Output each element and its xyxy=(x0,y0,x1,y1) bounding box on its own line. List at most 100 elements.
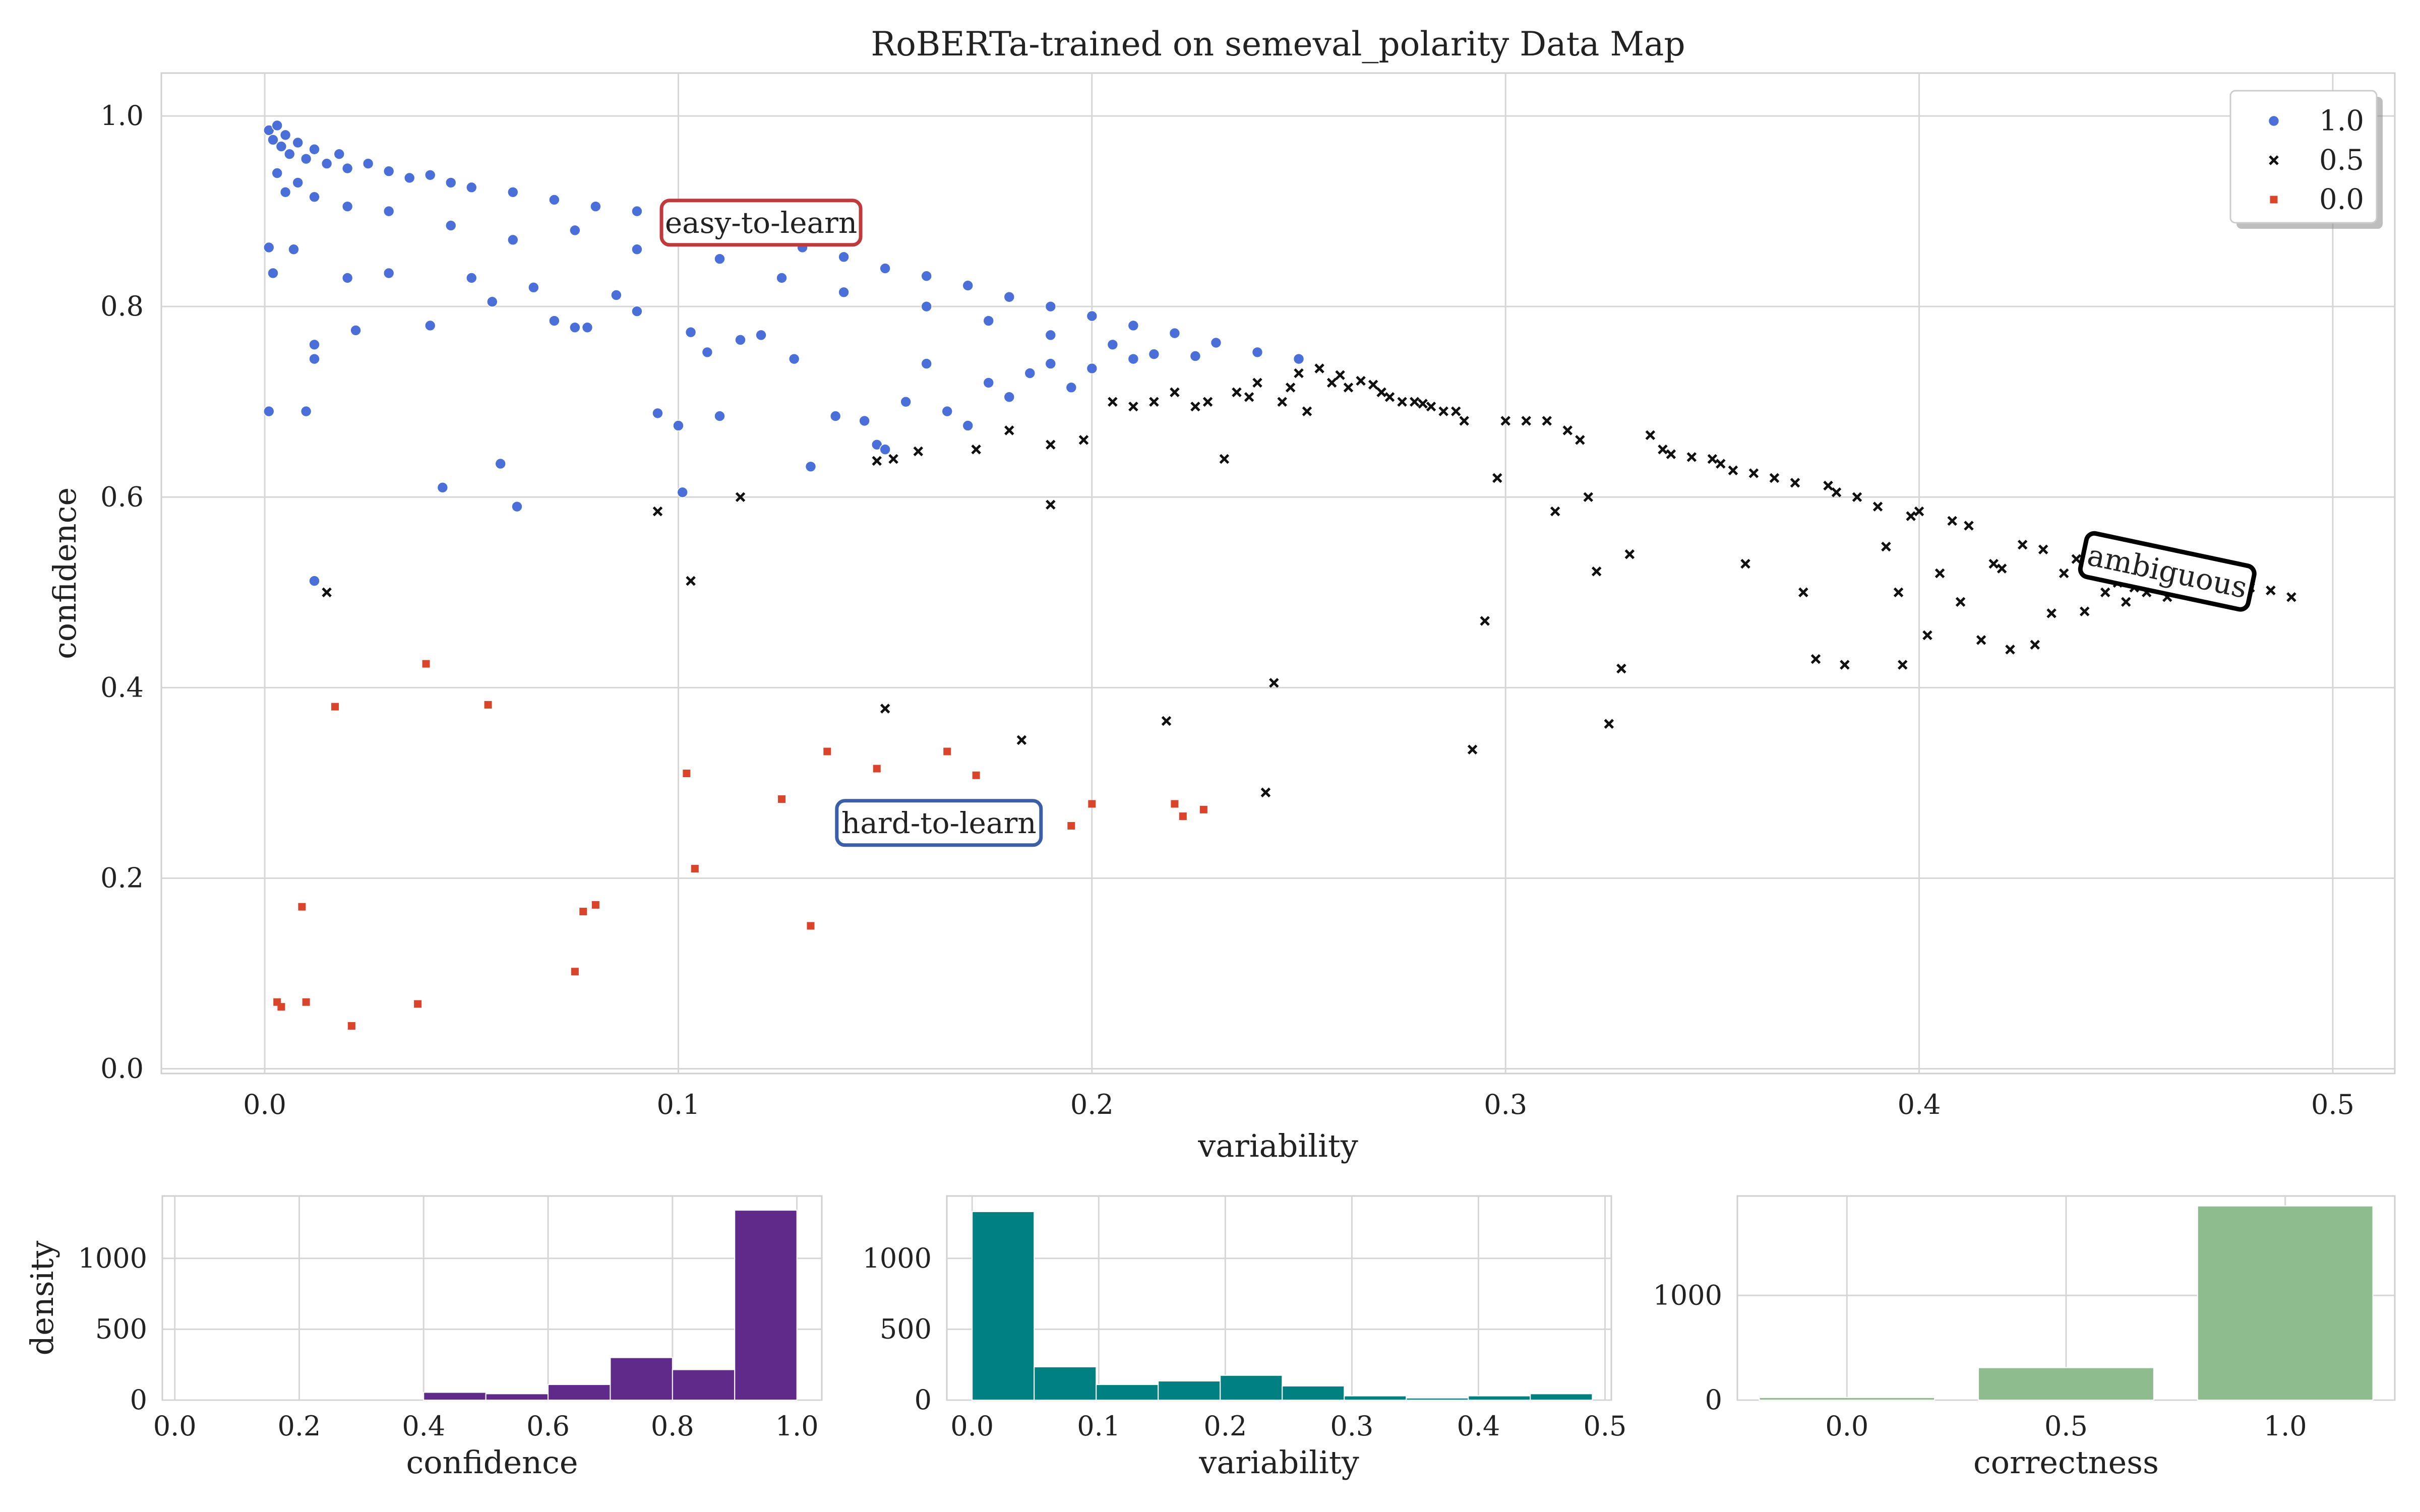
scatter-point-0-5 xyxy=(1277,397,1287,407)
x-stroke xyxy=(686,576,696,586)
x-stroke xyxy=(1376,387,1386,398)
correctness-x-tick-label: 0.5 xyxy=(2044,1410,2088,1442)
scatter-point-0-0 xyxy=(943,747,951,755)
scatter-point-0-5 xyxy=(1583,492,1594,502)
scatter-point-0-5 xyxy=(1624,549,1635,559)
scatter-point-0-5 xyxy=(2038,544,2048,555)
x-stroke xyxy=(971,444,981,455)
confidence-histogram-bar xyxy=(423,1392,487,1401)
scatter-point-0-5 xyxy=(1591,566,1602,577)
x-stroke xyxy=(1269,678,1279,688)
x-stroke xyxy=(1219,454,1230,464)
correctness-histogram: 0.0 0.5 1.0 0 1000 correctness xyxy=(1653,1195,2396,1481)
scatter-point-1-0 xyxy=(549,194,560,206)
scatter-point-1-0 xyxy=(631,305,643,317)
scatter-point-0-5 xyxy=(1790,478,1800,488)
x-stroke xyxy=(2046,608,2056,618)
confidence-x-tick-label: 0.8 xyxy=(651,1410,694,1442)
correctness-y-tick-label: 1000 xyxy=(1653,1279,1722,1311)
confidence-histogram: 0.0 0.2 0.4 0.6 0.8 1.0 0 500 1000 confidence de… xyxy=(24,1195,823,1481)
scatter-point-1-0 xyxy=(528,282,539,293)
scatter-point-1-0 xyxy=(581,322,593,334)
scatter-point-1-0 xyxy=(507,234,519,246)
confidence-histogram-bar xyxy=(734,1210,798,1401)
x-stroke xyxy=(1748,468,1759,478)
scatter-point-0-5 xyxy=(1078,435,1089,445)
variability-histogram-bar xyxy=(1096,1384,1159,1401)
hard-to-learn-label: hard-to-learn xyxy=(841,806,1037,840)
scatter-point-1-0 xyxy=(900,396,912,408)
x-stroke xyxy=(2269,155,2279,165)
scatter-point-0-5 xyxy=(1893,587,1904,598)
scatter-point-1-0 xyxy=(879,444,891,456)
scatter-point-0-5 xyxy=(1302,406,1312,416)
scatter-point-1-0 xyxy=(300,153,312,165)
scatter-point-1-0 xyxy=(921,270,932,282)
scatter-point-0-0 xyxy=(823,747,831,755)
legend-marker-0-0 xyxy=(2270,196,2278,204)
scatter-point-1-0 xyxy=(1293,353,1305,365)
scatter-point-1-0 xyxy=(1086,310,1098,322)
variability-y-tick-label: 1000 xyxy=(863,1242,932,1274)
scatter-point-0-5 xyxy=(1897,660,1908,670)
x-stroke xyxy=(1823,480,1833,491)
scatter-point-1-0 xyxy=(383,205,395,217)
scatter-point-1-0 xyxy=(962,280,974,291)
x-stroke xyxy=(1426,401,1436,412)
x-stroke xyxy=(1988,558,1999,569)
x-stroke xyxy=(322,587,332,598)
scatter-point-1-0 xyxy=(288,243,299,256)
scatter-point-0-0 xyxy=(807,922,815,930)
x-stroke xyxy=(1170,387,1180,398)
correctness-histogram-bars xyxy=(1759,1205,2374,1401)
scatter-point-0-5 xyxy=(2100,587,2110,598)
correctness-histogram-x-label: correctness xyxy=(1973,1444,2159,1481)
scatter-point-1-0 xyxy=(1189,350,1201,362)
legend-marker-1-0 xyxy=(2268,115,2280,127)
scatter-point-0-0 xyxy=(778,795,786,803)
y-tick-label: 1.0 xyxy=(100,100,144,132)
x-stroke xyxy=(1343,383,1354,393)
scatter-point-1-0 xyxy=(292,177,304,188)
legend-marker-0-5 xyxy=(2269,155,2279,165)
confidence-histogram-bar xyxy=(672,1369,736,1401)
x-stroke xyxy=(2038,544,2048,555)
variability-histogram-bars xyxy=(972,1211,1593,1401)
scatter-point-0-5 xyxy=(1343,383,1354,393)
x-stroke xyxy=(1459,416,1469,426)
scatter-point-1-0 xyxy=(350,325,361,336)
x-stroke xyxy=(1790,478,1800,488)
x-stroke xyxy=(880,704,890,714)
correctness-x-tick-label: 1.0 xyxy=(2264,1410,2307,1442)
scatter-point-0-5 xyxy=(1645,430,1656,440)
x-stroke xyxy=(1438,406,1448,416)
scatter-point-0-5 xyxy=(1872,501,1883,512)
x-stroke xyxy=(1707,454,1718,464)
scatter-point-0-5 xyxy=(1190,401,1200,412)
confidence-x-tick-label: 1.0 xyxy=(775,1410,819,1442)
x-stroke xyxy=(1550,506,1560,517)
x-stroke xyxy=(1914,506,1924,517)
scatter-point-0-5 xyxy=(1922,630,1932,641)
scatter-point-0-5 xyxy=(913,446,924,457)
x-stroke xyxy=(1016,735,1027,745)
variability-y-tick-label: 0 xyxy=(915,1384,932,1416)
x-stroke xyxy=(2017,540,2028,550)
x-stroke xyxy=(1562,425,1573,435)
variability-histogram-bar xyxy=(1468,1395,1531,1401)
scatter-point-0-5 xyxy=(1260,787,1271,798)
correctness-histogram-ticks: 0.0 0.5 1.0 0 1000 xyxy=(1653,1279,2307,1442)
x-tick-label: 0.0 xyxy=(243,1089,286,1120)
scatter-plot-area xyxy=(160,72,2396,1075)
variability-x-tick-label: 0.2 xyxy=(1203,1410,1247,1442)
variability-histogram-bar xyxy=(1406,1397,1469,1401)
x-stroke xyxy=(1190,401,1200,412)
scatter-point-1-0 xyxy=(631,243,643,256)
scatter-point-1-0 xyxy=(284,148,295,160)
variability-histogram-bar xyxy=(1530,1393,1593,1401)
scatter-point-1-0 xyxy=(859,415,870,427)
x-stroke xyxy=(1161,716,1172,726)
scatter-point-1-0 xyxy=(755,329,767,341)
scatter-point-1-0 xyxy=(805,461,817,473)
x-stroke xyxy=(1666,449,1676,459)
